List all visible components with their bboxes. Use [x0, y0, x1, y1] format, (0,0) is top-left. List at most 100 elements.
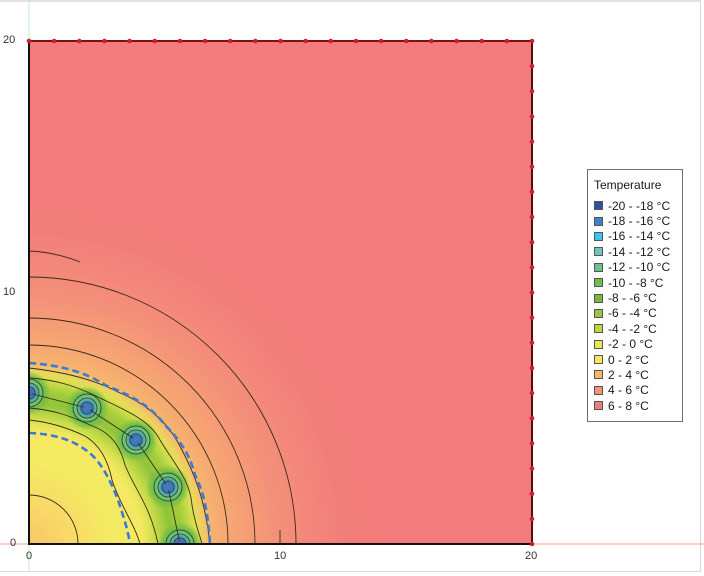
- swatch-icon: [594, 355, 603, 365]
- boundary-node[interactable]: [177, 38, 183, 44]
- boundary-node[interactable]: [529, 38, 535, 44]
- legend-title: Temperature: [594, 178, 662, 192]
- legend-label: -6 - -4 °C: [608, 306, 657, 321]
- freeze-pipe-4[interactable]: [83, 404, 91, 412]
- boundary-node[interactable]: [529, 390, 535, 396]
- legend-item: 2 - 4 °C: [594, 367, 682, 382]
- x-tick-20: 20: [525, 550, 538, 562]
- boundary-node[interactable]: [529, 63, 535, 69]
- boundary-node[interactable]: [529, 340, 535, 346]
- boundary-node[interactable]: [429, 38, 434, 44]
- boundary-node[interactable]: [479, 38, 485, 44]
- legend-label: -4 - -2 °C: [608, 321, 657, 336]
- legend-label: -2 - 0 °C: [608, 337, 653, 352]
- legend-item: -10 - -8 °C: [594, 275, 682, 290]
- legend: Temperature -20 - -18 °C -18 - -16 °C -1…: [587, 169, 683, 422]
- swatch-icon: [594, 293, 603, 303]
- legend-item: -6 - -4 °C: [594, 306, 682, 321]
- plot-area: [29, 41, 532, 544]
- swatch-icon: [594, 370, 603, 380]
- swatch-icon: [594, 201, 603, 211]
- legend-item: 6 - 8 °C: [594, 398, 682, 413]
- legend-label: 2 - 4 °C: [608, 367, 649, 382]
- legend-item: -20 - -18 °C: [594, 198, 682, 213]
- y-tick-20: 20: [3, 34, 16, 46]
- boundary-node[interactable]: [529, 290, 535, 295]
- boundary-node[interactable]: [227, 38, 233, 44]
- x-tick-10: 10: [274, 550, 287, 562]
- boundary-node[interactable]: [328, 38, 334, 44]
- boundary-node[interactable]: [529, 541, 535, 547]
- legend-item: -8 - -6 °C: [594, 290, 682, 305]
- legend-item: -2 - 0 °C: [594, 337, 682, 352]
- boundary-node[interactable]: [529, 239, 535, 245]
- legend-items: -20 - -18 °C -18 - -16 °C -16 - -14 °C -…: [594, 198, 682, 413]
- x-tick-0: 0: [26, 550, 33, 562]
- boundary-node[interactable]: [454, 38, 459, 44]
- boundary-node[interactable]: [529, 441, 535, 446]
- y-tick-0: 0: [10, 537, 17, 549]
- boundary-node[interactable]: [26, 38, 32, 44]
- boundary-node[interactable]: [529, 189, 535, 195]
- swatch-icon: [594, 308, 603, 318]
- boundary-nodes[interactable]: [26, 38, 535, 547]
- legend-item: 0 - 2 °C: [594, 352, 682, 367]
- legend-label: 0 - 2 °C: [608, 352, 649, 367]
- legend-label: -8 - -6 °C: [608, 291, 657, 306]
- swatch-icon: [594, 339, 603, 349]
- boundary-node[interactable]: [529, 114, 535, 119]
- swatch-icon: [594, 262, 603, 272]
- boundary-node[interactable]: [102, 38, 107, 44]
- boundary-node[interactable]: [529, 139, 535, 144]
- boundary-node[interactable]: [51, 38, 57, 44]
- boundary-node[interactable]: [529, 365, 535, 371]
- boundary-node[interactable]: [127, 38, 132, 44]
- swatch-icon: [594, 278, 603, 288]
- legend-item: -16 - -14 °C: [594, 229, 682, 244]
- legend-item: -12 - -10 °C: [594, 260, 682, 275]
- boundary-node[interactable]: [378, 38, 384, 44]
- boundary-node[interactable]: [278, 38, 283, 44]
- boundary-node[interactable]: [77, 38, 82, 44]
- legend-item: 4 - 6 °C: [594, 383, 682, 398]
- pipe-contour-rings: [29, 378, 195, 544]
- freeze-pipe-3[interactable]: [132, 436, 140, 444]
- legend-label: -12 - -10 °C: [608, 260, 671, 275]
- legend-label: -14 - -12 °C: [608, 244, 671, 259]
- swatch-icon: [594, 216, 603, 226]
- y-tick-10: 10: [3, 286, 16, 298]
- legend-item: -18 - -16 °C: [594, 213, 682, 228]
- boundary-node[interactable]: [529, 214, 535, 220]
- boundary-node[interactable]: [152, 38, 158, 44]
- legend-item: -4 - -2 °C: [594, 321, 682, 336]
- boundary-node[interactable]: [529, 491, 535, 497]
- legend-label: 4 - 6 °C: [608, 383, 649, 398]
- swatch-icon: [594, 231, 603, 241]
- boundary-node[interactable]: [353, 38, 359, 44]
- boundary-node[interactable]: [529, 265, 535, 270]
- swatch-icon: [594, 385, 603, 395]
- boundary-node[interactable]: [253, 38, 258, 44]
- boundary-node[interactable]: [529, 466, 535, 471]
- zero-isotherm: [29, 361, 212, 544]
- boundary-node[interactable]: [303, 38, 308, 44]
- swatch-icon: [594, 401, 603, 411]
- boundary-node[interactable]: [504, 38, 510, 44]
- swatch-icon: [594, 324, 603, 334]
- boundary-node[interactable]: [529, 164, 535, 170]
- boundary-node[interactable]: [403, 38, 409, 44]
- isotherm-lines: [29, 250, 297, 544]
- boundary-node[interactable]: [529, 516, 535, 522]
- boundary-node[interactable]: [529, 89, 535, 94]
- boundary-node[interactable]: [202, 38, 208, 44]
- boundary-node[interactable]: [529, 415, 535, 421]
- legend-item: -14 - -12 °C: [594, 244, 682, 259]
- legend-label: 6 - 8 °C: [608, 398, 649, 413]
- legend-label: -10 - -8 °C: [608, 275, 664, 290]
- boundary-node[interactable]: [529, 315, 535, 320]
- legend-label: -16 - -14 °C: [608, 229, 671, 244]
- freeze-pipe-2[interactable]: [164, 483, 172, 491]
- swatch-icon: [594, 247, 603, 257]
